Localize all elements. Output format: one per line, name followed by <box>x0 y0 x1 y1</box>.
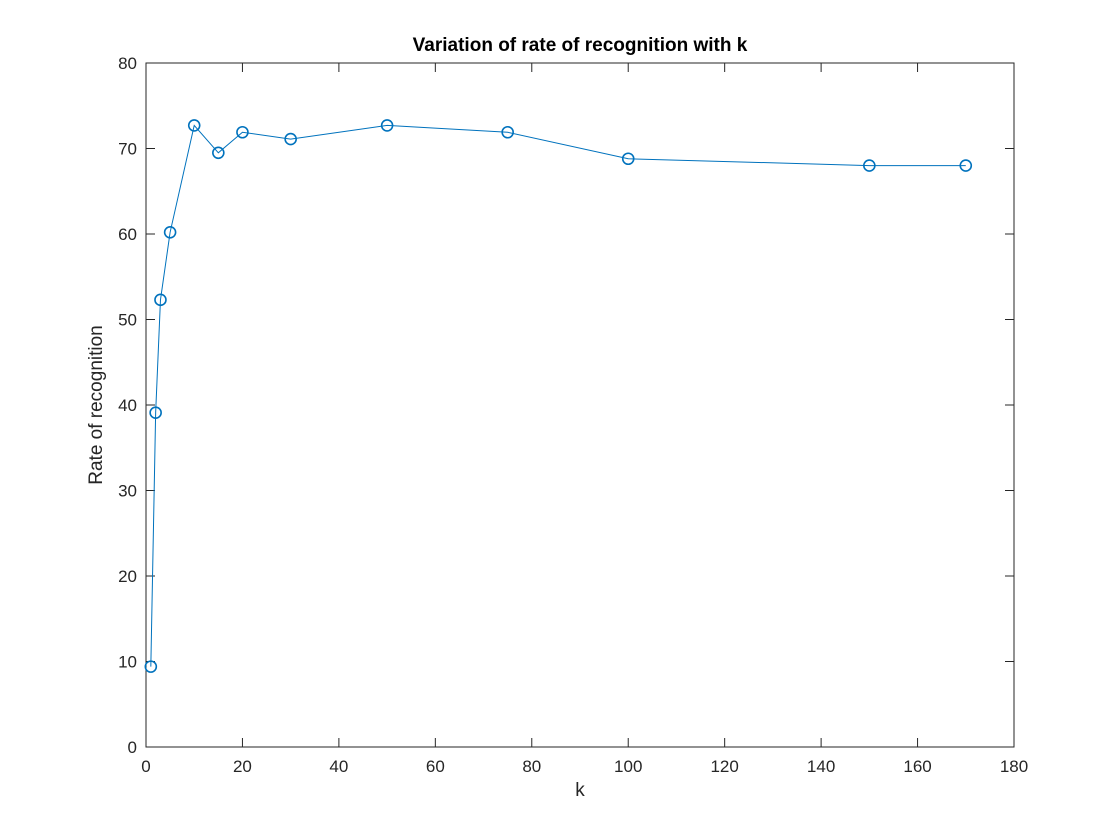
x-axis-ticks: 0 20 40 60 80 100 120 140 160 180 <box>141 63 1028 776</box>
y-tick-label: 70 <box>118 140 137 159</box>
data-point-marker <box>236 125 249 139</box>
data-point-marker <box>284 132 297 146</box>
data-point-marker <box>380 119 394 132</box>
y-tick-label: 30 <box>118 482 137 501</box>
y-tick-label: 20 <box>118 567 137 586</box>
x-tick-label: 180 <box>1000 757 1028 776</box>
x-tick-label: 20 <box>233 757 252 776</box>
x-tick-label: 40 <box>329 757 348 776</box>
data-point-marker <box>212 146 225 160</box>
y-tick-label: 40 <box>118 396 137 415</box>
x-axis-label: k <box>575 780 585 801</box>
y-tick-label: 10 <box>118 653 137 672</box>
x-tick-label: 0 <box>141 757 150 776</box>
y-axis-label: Rate of recognition <box>86 325 107 485</box>
x-tick-label: 140 <box>807 757 835 776</box>
data-point-marker <box>959 159 973 172</box>
x-tick-label: 120 <box>710 757 738 776</box>
axes-box <box>145 62 1015 748</box>
data-point-marker <box>149 406 162 419</box>
y-axis-ticks: 0 10 20 30 40 50 60 70 80 <box>118 54 1014 757</box>
data-point-marker <box>501 125 514 139</box>
x-tick-label: 60 <box>426 757 445 776</box>
x-tick-label: 100 <box>614 757 642 776</box>
data-point-marker <box>863 159 876 172</box>
y-tick-label: 0 <box>128 738 137 757</box>
data-point-marker <box>144 660 158 673</box>
data-point-marker <box>163 225 177 239</box>
series-line <box>150 124 966 667</box>
x-tick-label: 160 <box>903 757 931 776</box>
y-tick-label: 50 <box>118 311 137 330</box>
data-point-marker <box>621 152 635 166</box>
data-point-marker <box>187 119 201 132</box>
data-point-marker <box>154 293 167 307</box>
plot-area: 0 20 40 60 80 100 120 140 160 180 0 10 20 30 40 50 60 70… <box>118 54 1028 776</box>
x-tick-label: 80 <box>522 757 541 776</box>
y-tick-label: 60 <box>118 225 137 244</box>
series-markers <box>144 119 973 673</box>
y-tick-label: 80 <box>118 54 137 73</box>
chart-title: Variation of rate of recognition with k <box>413 35 748 56</box>
